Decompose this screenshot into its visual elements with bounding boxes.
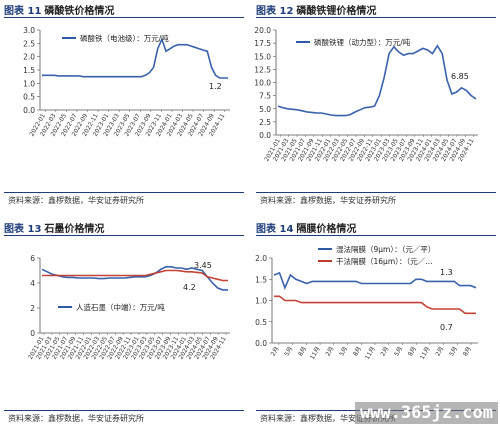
y-tick-label: 2.5 (23, 39, 35, 48)
x-tick-label: 11月 (309, 346, 322, 361)
y-tick-label: 0.5 (255, 318, 267, 327)
y-tick-label: 0 (30, 329, 35, 338)
y-tick-label: 0.0 (23, 106, 35, 115)
title-rule (256, 17, 496, 18)
x-tick-label: 2月 (270, 346, 281, 358)
y-tick-label: 1.5 (255, 275, 267, 284)
figure-title: 磷酸铁价格情况 (44, 6, 115, 17)
x-tick-label: 8月 (407, 346, 418, 358)
y-tick-label: 7.5 (259, 92, 271, 101)
series-line (42, 37, 228, 79)
y-tick-label: 2.0 (23, 53, 35, 62)
y-tick-label: 1.0 (255, 297, 267, 306)
data-annotation: 0.7 (440, 323, 453, 332)
chart-title-12: 图表 12 磷酸铁锂价格情况 (256, 2, 376, 17)
y-tick-label: 4 (30, 279, 35, 288)
x-tick-label: 5月 (448, 346, 459, 358)
series-line (274, 295, 476, 315)
x-tick-label: 5月 (393, 346, 404, 358)
figure-number: 图表 11 (4, 6, 42, 17)
y-tick-label: 6 (30, 254, 35, 263)
legend-label: 磷酸铁（电池级）：万元/吨 (80, 33, 169, 43)
data-annotation: 3.45 (194, 261, 212, 270)
y-tick-label: 1.0 (23, 79, 35, 88)
x-tick-label: 11月 (419, 346, 432, 361)
series-line (42, 269, 228, 282)
data-annotation: 1.3 (440, 268, 453, 277)
legend-label: 人造石墨（中端）：万元/吨 (76, 302, 165, 312)
source-rule (4, 192, 244, 193)
x-tick-label: 8月 (297, 346, 308, 358)
figure-title: 隔膜价格情况 (296, 224, 357, 235)
source-note: 资料来源：鑫椤数据，华安证券研究所 (260, 414, 396, 423)
source-note: 资料来源：鑫椤数据，华安证券研究所 (8, 196, 144, 205)
y-tick-label: 2.0 (255, 254, 267, 263)
y-tick-label: 0.5 (23, 93, 35, 102)
y-tick-label: 2 (30, 304, 35, 313)
x-tick-label: 8月 (462, 346, 473, 358)
y-tick-label: 17.5 (254, 39, 271, 48)
figure-title: 磷酸铁锂价格情况 (296, 6, 377, 17)
data-annotation: 1.2 (209, 82, 222, 91)
y-tick-label: 0.0 (259, 131, 271, 140)
title-rule (4, 17, 244, 18)
chart-title-13: 图表 13 石墨价格情况 (4, 220, 104, 235)
source-note: 资料来源：鑫椤数据，华安证券研究所 (260, 196, 396, 205)
x-tick-label: 11月 (364, 346, 377, 361)
title-rule (256, 235, 496, 236)
site-watermark: www.365jz.com (354, 402, 498, 424)
y-tick-label: 2.5 (259, 118, 271, 127)
x-tick-label: 2月 (379, 346, 390, 358)
series-line (41, 265, 228, 291)
legend-label: 湿法隔膜（9μm）：（元／平） (336, 244, 435, 254)
x-tick-label: 5月 (338, 346, 349, 358)
y-tick-label: 20.0 (254, 26, 271, 35)
series-line (273, 271, 477, 290)
x-tick-label: 8月 (352, 346, 363, 358)
series-line (277, 44, 477, 117)
source-rule (4, 410, 244, 411)
title-rule (4, 235, 244, 236)
x-tick-label: 5月 (283, 346, 294, 358)
chart-title-11: 图表 11 磷酸铁价格情况 (4, 2, 114, 17)
y-tick-label: 15.0 (254, 52, 271, 61)
legend-label: 磷酸铁锂（动力型）：万元/吨 (314, 37, 411, 47)
figure-title: 石墨价格情况 (44, 224, 105, 235)
legend-label: 干法隔膜（16μm）：（元／… (336, 256, 433, 266)
source-rule (256, 192, 496, 193)
data-annotation: 4.2 (183, 283, 196, 292)
x-tick-label: 2月 (434, 346, 445, 358)
data-annotation: 6.85 (451, 72, 469, 81)
y-tick-label: 1.5 (23, 66, 35, 75)
x-tick-label: 2月 (325, 346, 336, 358)
y-tick-label: 10.0 (254, 79, 271, 88)
figure-number: 图表 12 (256, 6, 294, 17)
y-tick-label: 5.0 (259, 105, 271, 114)
y-tick-label: 3.0 (23, 26, 35, 35)
y-tick-label: 0.0 (255, 339, 267, 348)
y-tick-label: 12.5 (254, 65, 271, 74)
chart-title-14: 图表 14 隔膜价格情况 (256, 220, 356, 235)
figure-number: 图表 13 (4, 224, 42, 235)
figure-number: 图表 14 (256, 224, 294, 235)
source-note: 资料来源：鑫椤数据，华安证券研究所 (8, 414, 144, 423)
